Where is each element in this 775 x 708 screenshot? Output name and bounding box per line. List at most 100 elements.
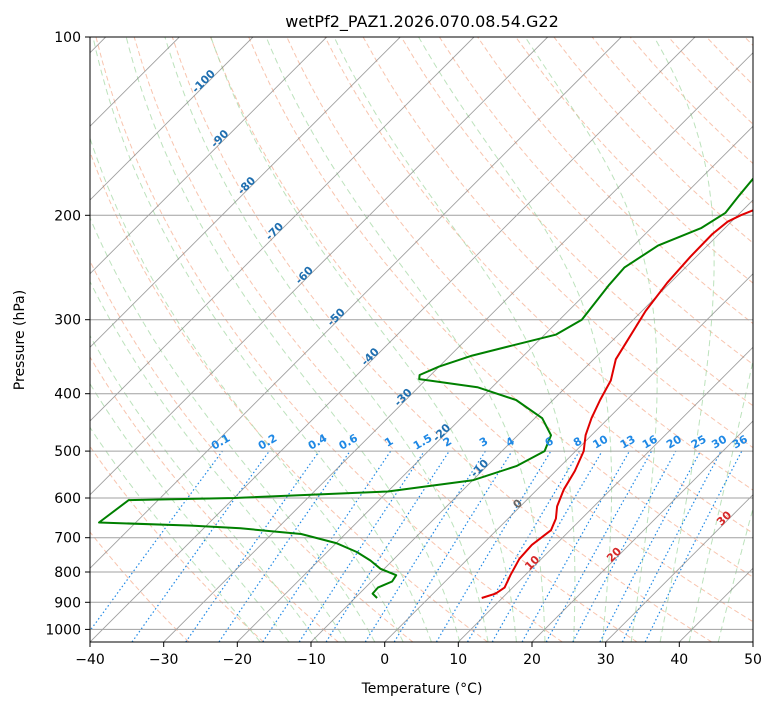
isotherm-line bbox=[90, 37, 401, 348]
mixing-ratio-label: 13 bbox=[618, 433, 638, 452]
mixing-ratio-line bbox=[435, 450, 552, 642]
pressure-gridlines bbox=[90, 37, 753, 630]
mixing-ratio-line bbox=[521, 450, 631, 642]
dry-adiabat-line bbox=[90, 531, 190, 642]
moist-adiabat-line bbox=[524, 37, 658, 642]
mixing-ratio-label: 0.1 bbox=[209, 432, 232, 453]
isotherm-label: -70 bbox=[263, 220, 286, 243]
moist-adiabat-line bbox=[418, 37, 613, 642]
isotherm-line bbox=[90, 37, 696, 642]
y-tick-label: 800 bbox=[54, 565, 81, 581]
dry-adiabat-line bbox=[668, 37, 753, 125]
isotherm-label: -80 bbox=[235, 174, 258, 197]
x-tick-label: −30 bbox=[149, 652, 179, 668]
dry-adiabat-line bbox=[210, 37, 753, 623]
mixing-ratio-label: 3 bbox=[477, 435, 490, 450]
mixing-ratio-line bbox=[185, 450, 320, 642]
isotherm-line bbox=[310, 199, 753, 642]
isotherm-line bbox=[384, 273, 753, 642]
isotherm-line bbox=[90, 37, 328, 275]
moist-adiabat-line bbox=[90, 216, 376, 642]
mixing-ratio-line bbox=[298, 450, 425, 642]
isotherm-line bbox=[752, 641, 753, 642]
moist-adiabat-line bbox=[90, 382, 290, 642]
dry-adiabat-line bbox=[248, 37, 753, 578]
moist-adiabat-line bbox=[265, 37, 546, 642]
x-tick-label: −40 bbox=[75, 652, 105, 668]
mixing-ratio-line bbox=[262, 450, 392, 642]
isotherm-label: 30 bbox=[714, 508, 734, 528]
moist-adiabat-line bbox=[125, 37, 461, 642]
mixing-ratio-lines bbox=[90, 450, 743, 642]
x-tick-label: −20 bbox=[223, 652, 253, 668]
y-tick-label: 1000 bbox=[45, 622, 81, 638]
isotherm-label: -30 bbox=[392, 386, 415, 409]
y-tick-label: 900 bbox=[54, 595, 81, 611]
isotherm-line bbox=[90, 37, 622, 569]
isotherm-label: -60 bbox=[293, 264, 316, 287]
moist-adiabat-line bbox=[90, 280, 347, 642]
isotherm-line bbox=[90, 37, 254, 201]
mixing-ratio-label: 6 bbox=[543, 434, 556, 449]
mixing-ratio-label: 25 bbox=[689, 433, 709, 452]
moist-adiabat-line bbox=[90, 334, 319, 642]
dry-adiabat-line bbox=[400, 37, 753, 407]
dry-adiabat-line bbox=[171, 37, 712, 642]
dry-adiabat-line bbox=[477, 37, 753, 325]
isotherm-label: 20 bbox=[604, 545, 624, 565]
isotherm-line bbox=[457, 346, 753, 642]
mixing-ratio-line bbox=[393, 450, 513, 642]
sounding-line bbox=[481, 209, 753, 599]
isotherm-line bbox=[531, 420, 753, 642]
mixing-ratio-line bbox=[218, 450, 351, 642]
moist-adiabat-line bbox=[717, 506, 753, 642]
isotherm-line bbox=[90, 37, 475, 422]
isotherm-line bbox=[90, 37, 549, 496]
sounding-series bbox=[98, 177, 753, 599]
mixing-ratio-label: 16 bbox=[640, 432, 660, 451]
dry-adiabat-line bbox=[90, 445, 264, 642]
dry-adiabats bbox=[90, 37, 753, 642]
dry-adiabat-line bbox=[133, 37, 638, 642]
dry-adiabat-line bbox=[90, 356, 339, 642]
moist-adiabat-line bbox=[90, 136, 404, 642]
x-tick-label: 50 bbox=[744, 652, 762, 668]
moist-adiabat-line bbox=[688, 358, 753, 642]
isotherm-label: 10 bbox=[522, 553, 542, 573]
dry-adiabat-line bbox=[324, 37, 753, 491]
x-axis-label: Temperature (°C) bbox=[361, 681, 483, 697]
x-tick-label: 20 bbox=[523, 652, 541, 668]
y-tick-label: 500 bbox=[54, 444, 81, 460]
isotherm-line bbox=[236, 125, 753, 642]
mixing-ratio-label: 0.4 bbox=[306, 431, 330, 452]
dry-adiabat-line bbox=[90, 150, 488, 642]
y-tick-label: 300 bbox=[54, 313, 81, 329]
y-tick-label: 100 bbox=[54, 30, 81, 46]
mixing-ratio-line bbox=[90, 450, 223, 632]
y-tick-label: 700 bbox=[54, 531, 81, 547]
x-tick-label: 40 bbox=[670, 652, 688, 668]
mixing-ratio-label: 20 bbox=[664, 432, 684, 451]
mixing-ratio-line bbox=[131, 450, 270, 642]
moist-adiabat-line bbox=[333, 37, 576, 642]
mixing-ratio-label: 36 bbox=[730, 432, 750, 451]
isotherm-label: -100 bbox=[189, 67, 218, 96]
moist-adiabats bbox=[90, 37, 753, 642]
x-axis: −40 −30 −20 −10 0 10 20 30 40 50 bbox=[75, 642, 762, 668]
isotherm-label: -40 bbox=[359, 345, 382, 368]
mixing-ratio-line bbox=[621, 450, 722, 642]
dry-adiabat-line bbox=[362, 37, 753, 449]
moist-adiabat-line bbox=[653, 37, 715, 642]
plot-frame bbox=[89, 36, 754, 643]
dry-adiabat-line bbox=[706, 37, 753, 86]
dry-adiabat-line bbox=[744, 37, 753, 47]
x-tick-label: 10 bbox=[449, 652, 467, 668]
y-tick-label: 600 bbox=[54, 491, 81, 507]
mixing-ratio-line bbox=[644, 450, 743, 642]
moist-adiabat-line bbox=[92, 37, 432, 642]
chart-title: wetPf2_PAZ1.2026.070.08.54.G22 bbox=[285, 12, 559, 32]
x-tick-label: −10 bbox=[296, 652, 326, 668]
dry-adiabat-line bbox=[515, 37, 753, 284]
plot-area: -100-90-80-70-60-50-40-30-20-10010203040… bbox=[90, 37, 753, 642]
